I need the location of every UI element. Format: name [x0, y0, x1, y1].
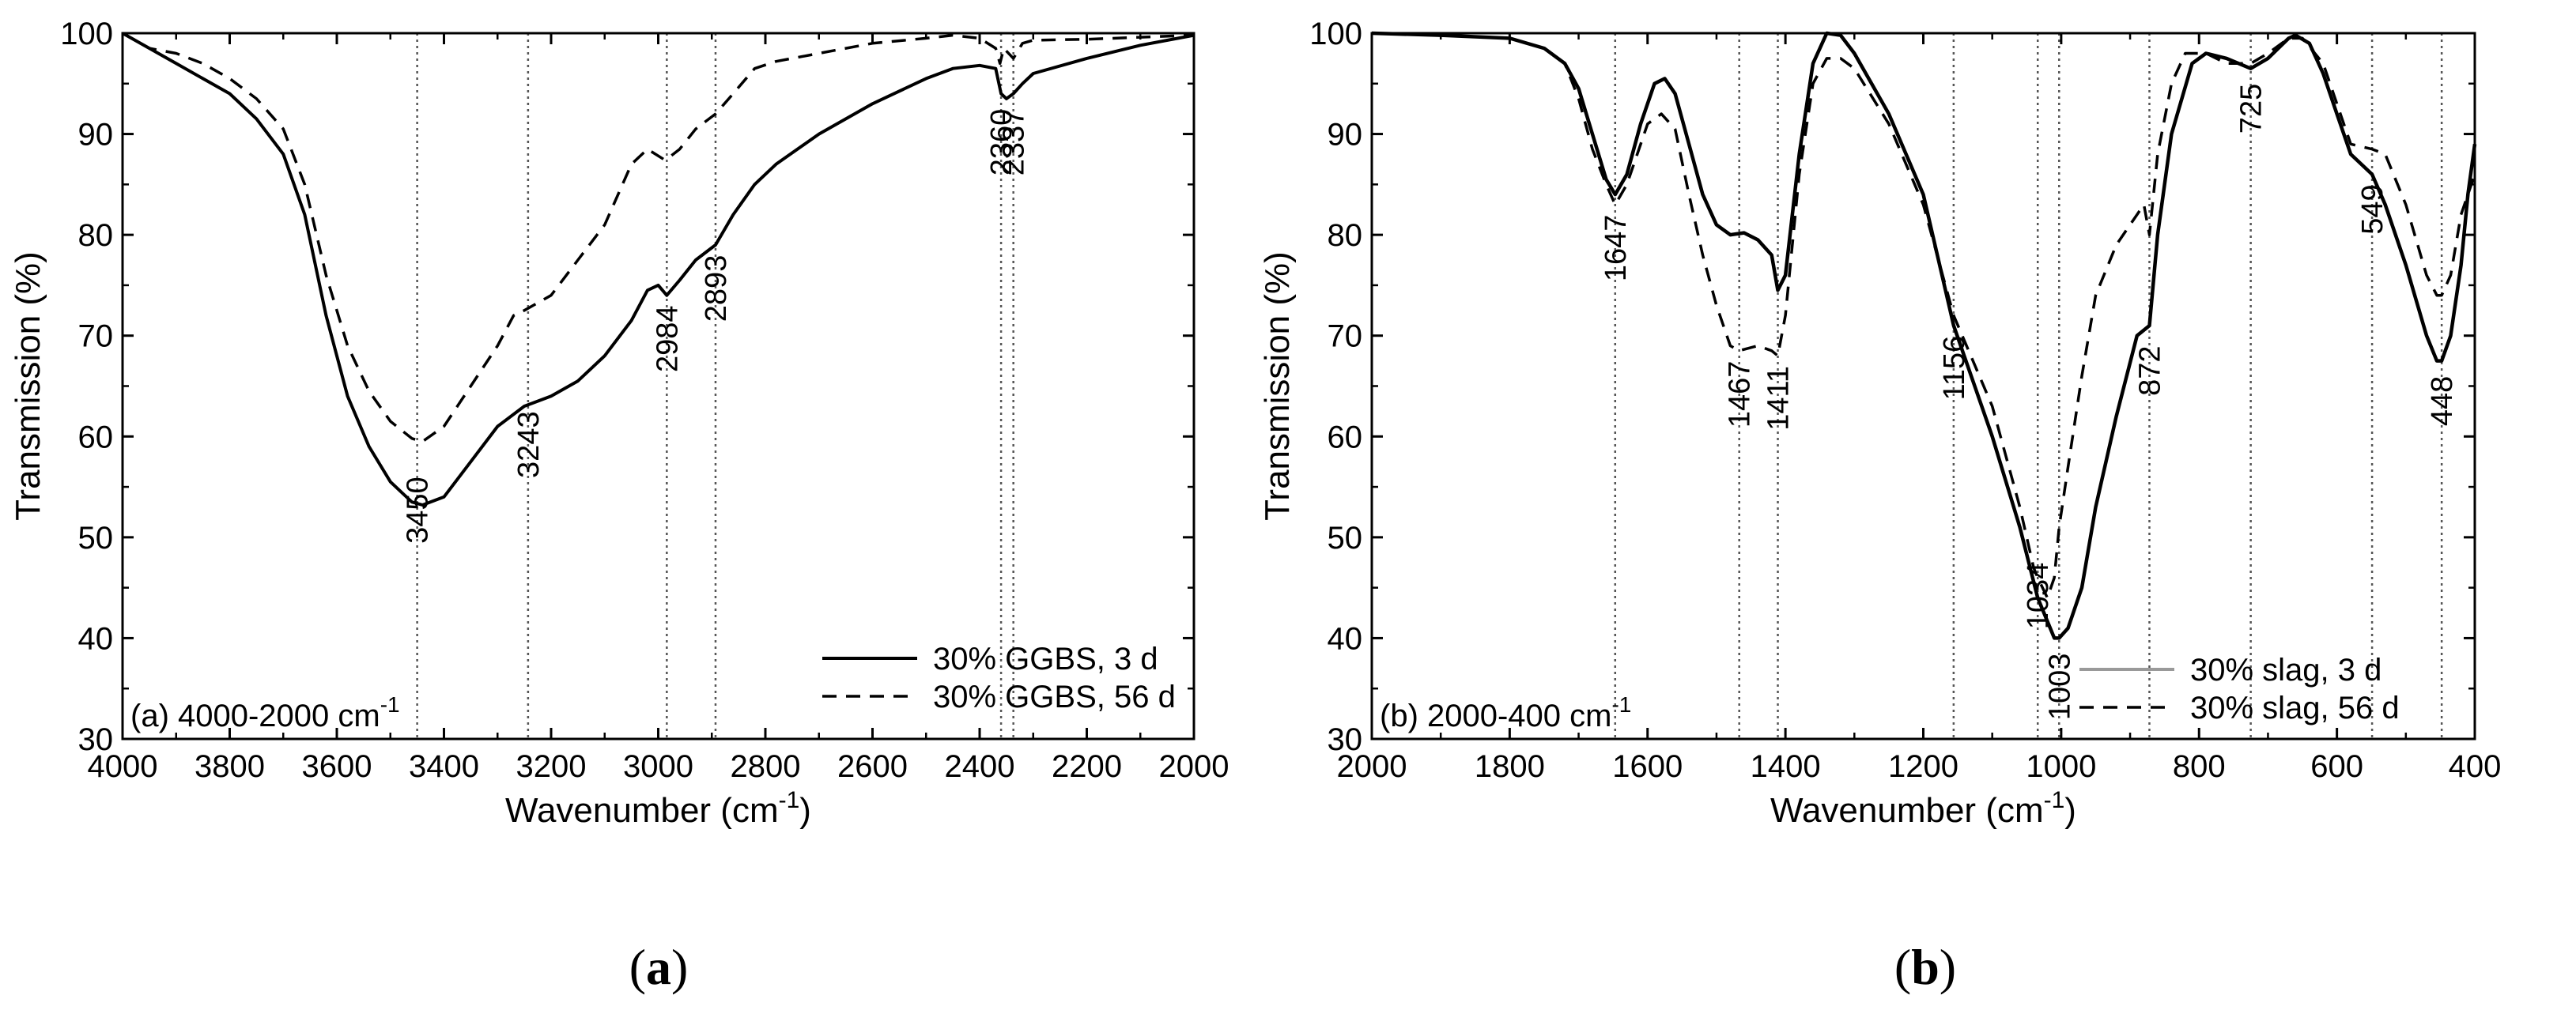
panel-b-peak-label-872: 872	[2133, 345, 2166, 395]
panel-a-x-tick-label-3000: 3000	[623, 749, 693, 784]
panel-b-y-tick-label-100: 100	[1309, 17, 1362, 51]
panel-b-range-label-sup: -1	[1611, 692, 1631, 717]
panel-b-x-tick-label-1200: 1200	[1888, 749, 1958, 784]
panel-b-y-tick-label-70: 70	[1328, 319, 1363, 354]
panel-b-peak-label-549: 549	[2356, 184, 2389, 234]
panel-a-peak-label-2360: 2360	[985, 109, 1018, 176]
panel-b-peak-label-1647: 1647	[1600, 215, 1633, 282]
panel-b-x-axis-title-sup: -1	[2044, 787, 2065, 813]
panel-a-x-tick-label-3400: 3400	[409, 749, 479, 784]
panel-a-caption: (a)	[629, 939, 689, 995]
panel-a-series-2-line	[122, 32, 1195, 443]
panel-a-range-label-sup: -1	[380, 692, 400, 717]
panel-a-y-tick-label-40: 40	[78, 621, 114, 656]
panel-a-x-tick-label-3200: 3200	[516, 749, 587, 784]
panel-a-x-tick-label-3800: 3800	[195, 749, 265, 784]
panel-a-caption-letter: a	[646, 939, 671, 995]
panel-b-legend-label-2: 30% slag, 56 d	[2190, 691, 2400, 725]
panel-b-chart: 2000 1800 1600 1400 1200 1000 800 600 400 30 40 50 6…	[1258, 17, 2501, 995]
panel-b-peak-label-1034: 1034	[2022, 563, 2055, 630]
panel-b-x-tick-label-1000: 1000	[2026, 749, 2096, 784]
panel-b-y-tick-label-60: 60	[1328, 420, 1363, 454]
panel-a-x-tick-label-2400: 2400	[945, 749, 1015, 784]
panel-a-series-1-line	[122, 32, 1195, 507]
panel-a-legend-label-1: 30% GGBS, 3 d	[933, 642, 1158, 676]
panel-a-y-axis-title: Transmission (%)	[9, 251, 47, 521]
panel-a-plot-frame	[121, 32, 1195, 741]
panel-a-x-tick-label-2200: 2200	[1052, 749, 1122, 784]
panel-b-x-tick-label-600: 600	[2310, 749, 2363, 784]
panel-a-y-tick-label-90: 90	[78, 118, 114, 153]
panel-b-y-tick-label-30: 30	[1328, 722, 1363, 757]
panel-a-range-label-main: (a) 4000-2000 cm	[130, 699, 380, 733]
panel-b-range-label-main: (b) 2000-400 cm	[1380, 699, 1611, 733]
panel-b-peak-label-725: 725	[2235, 84, 2268, 134]
panel-b-x-tick-label-1600: 1600	[1612, 749, 1683, 784]
panel-b-peak-label-1411: 1411	[1762, 366, 1796, 431]
panel-a-peak-label-2893: 2893	[700, 255, 733, 322]
panel-b-caption-close: )	[1940, 939, 1956, 995]
panel-a-chart: 4000 3800 3600 3400 3200 3000 2800 2600 2400 2200…	[9, 17, 1229, 995]
panel-b-peak-label-1003: 1003	[2043, 654, 2076, 721]
panel-a-peak-label-3243: 3243	[512, 411, 546, 478]
panel-a-peak-label-3450: 3450	[402, 477, 435, 544]
panel-a-x-tick-label-2000: 2000	[1159, 749, 1229, 784]
panel-b-plot-frame	[1370, 32, 2476, 741]
panel-a-x-tick-label-2600: 2600	[837, 749, 908, 784]
panel-b-legend-label-1: 30% slag, 3 d	[2190, 653, 2381, 688]
panel-b-series-1-line	[1371, 31, 2477, 640]
panel-a-x-tick-label-2800: 2800	[731, 749, 801, 784]
panel-a-peak-label-2984: 2984	[651, 305, 684, 372]
panel-b-y-tick-label-90: 90	[1328, 118, 1363, 153]
panel-b-y-tick-label-40: 40	[1328, 621, 1363, 656]
panel-b-peak-label-448: 448	[2426, 376, 2459, 426]
panel-a-y-tick-label-30: 30	[78, 722, 114, 757]
panel-a-y-tick-label-60: 60	[78, 420, 114, 454]
panel-a-x-tick-label-3600: 3600	[302, 749, 372, 784]
panel-b-x-tick-label-400: 400	[2449, 749, 2502, 784]
panel-b-y-axis-title: Transmission (%)	[1258, 251, 1297, 521]
panel-b-x-tick-label-2000: 2000	[1337, 749, 1407, 784]
panel-a-range-label: (a) 4000-2000 cm-1	[130, 692, 400, 733]
panel-b-x-tick-label-800: 800	[2173, 749, 2226, 784]
panel-b-x-axis-title: Wavenumber (cm-1)	[1770, 787, 2076, 830]
panel-a-legend-label-2: 30% GGBS, 56 d	[933, 680, 1176, 714]
panel-b-range-label: (b) 2000-400 cm-1	[1380, 692, 1631, 733]
panel-b-peak-label-1156: 1156	[1938, 336, 1971, 401]
panel-a-y-tick-label-80: 80	[78, 218, 114, 253]
panel-b-y-tick-label-80: 80	[1328, 218, 1363, 253]
panel-b-caption: (b)	[1894, 939, 1956, 995]
panel-a-x-tick-label-4000: 4000	[88, 749, 158, 784]
panel-a-y-tick-label-70: 70	[78, 319, 114, 354]
panel-b-x-axis-title-main: Wavenumber (cm	[1770, 791, 2044, 830]
panel-b-y-tick-label-50: 50	[1328, 521, 1363, 556]
panel-b-caption-letter: b	[1911, 939, 1940, 995]
panel-a-peak-label-2337: 2337	[998, 109, 1031, 176]
panel-a-caption-close: )	[671, 939, 688, 995]
panel-a-x-axis-title-sup: -1	[779, 787, 800, 813]
panel-b-caption-open: (	[1894, 939, 1911, 995]
panel-b-x-tick-label-1800: 1800	[1475, 749, 1545, 784]
panel-a-x-axis-title-main: Wavenumber (cm	[505, 791, 779, 830]
panel-b-x-tick-label-1400: 1400	[1751, 749, 1821, 784]
panel-a-y-tick-label-100: 100	[60, 17, 113, 51]
panel-b-series-2-line	[1371, 32, 2476, 600]
panel-a-x-axis-title-end: )	[799, 791, 811, 830]
panel-b-x-axis-title-end: )	[2064, 791, 2076, 830]
panel-a-y-tick-label-50: 50	[78, 521, 114, 556]
panel-a-caption-open: (	[629, 939, 646, 995]
panel-a-x-axis-title: Wavenumber (cm-1)	[505, 787, 811, 830]
panel-b-peak-label-1467: 1467	[1724, 361, 1757, 428]
